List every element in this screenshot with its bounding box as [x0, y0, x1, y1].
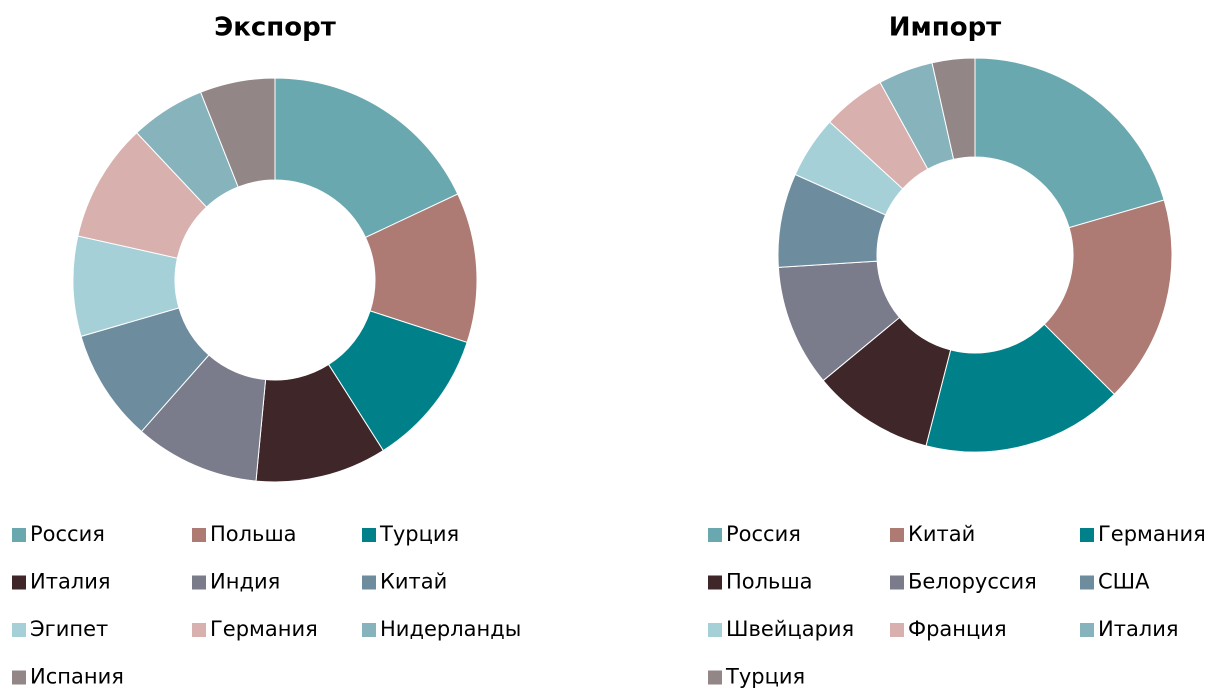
- legend-swatch: [192, 575, 206, 590]
- legend-swatch: [362, 623, 376, 637]
- legend-label: Россия: [726, 522, 801, 546]
- legend-swatch: [12, 623, 26, 637]
- legend-label: Турция: [379, 522, 459, 546]
- legend-label: Германия: [210, 617, 318, 641]
- legend-label: Китай: [380, 570, 447, 594]
- legend-swatch: [890, 575, 904, 590]
- legend-swatch: [362, 528, 376, 542]
- legend-swatch: [708, 528, 722, 542]
- legend-label: Турция: [725, 665, 805, 688]
- legend-swatch: [1080, 623, 1094, 637]
- donut-slice: [274, 77, 459, 239]
- donut-slice: [1043, 199, 1173, 396]
- legend-label: Индия: [210, 570, 280, 594]
- legend-label: Нидерланды: [380, 617, 521, 641]
- legend-swatch: [708, 670, 722, 685]
- legend-swatch: [12, 575, 26, 590]
- legend-swatch: [362, 575, 376, 590]
- legend-label: Россия: [30, 522, 105, 546]
- legend-swatch: [890, 623, 904, 637]
- legend-label: Китай: [908, 522, 975, 546]
- chart-title: Импорт: [889, 13, 1002, 43]
- legend-label: Италия: [30, 570, 111, 594]
- donut-slice: [931, 57, 976, 160]
- legend-label: Швейцария: [726, 617, 854, 641]
- legend-label: Германия: [1098, 522, 1206, 546]
- legend-swatch: [890, 528, 904, 542]
- legend-swatch: [1080, 528, 1094, 542]
- legend-swatch: [708, 575, 722, 590]
- legend-swatch: [192, 623, 206, 637]
- legend-swatch: [12, 670, 26, 685]
- donut-slice: [199, 77, 276, 188]
- legend-swatch: [192, 528, 206, 542]
- legend-label: Италия: [1098, 617, 1179, 641]
- legend-label: Франция: [908, 617, 1007, 641]
- legend-label: США: [1098, 570, 1150, 594]
- donut-slice: [974, 57, 1165, 229]
- legend-label: Польша: [210, 522, 297, 546]
- legend-label: Эгипет: [30, 617, 108, 641]
- legend-label: Белоруссия: [908, 570, 1037, 594]
- chart-title: Экспорт: [214, 13, 336, 43]
- legend-label: Польша: [726, 570, 813, 594]
- legend-swatch: [708, 623, 722, 637]
- legend-label: Испания: [30, 665, 124, 688]
- legend-swatch: [1080, 575, 1094, 590]
- legend-swatch: [12, 528, 26, 542]
- donut-slice: [925, 323, 1116, 453]
